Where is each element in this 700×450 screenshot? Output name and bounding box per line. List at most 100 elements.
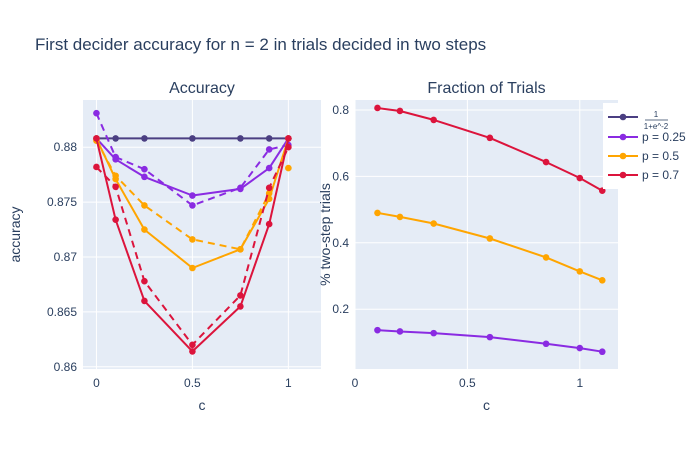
y-tick-label: 0.4 bbox=[332, 236, 349, 250]
data-point bbox=[141, 277, 148, 285]
data-point bbox=[237, 292, 244, 299]
legend-label: p = 0.7 bbox=[642, 168, 679, 182]
legend-swatch-marker bbox=[619, 171, 627, 179]
legend-item-p07[interactable]: p = 0.7 bbox=[608, 168, 679, 182]
y-tick-label: 0.87 bbox=[54, 250, 78, 264]
accuracy-series bbox=[93, 109, 292, 355]
data-point bbox=[374, 209, 381, 217]
data-point bbox=[112, 183, 119, 191]
data-point bbox=[598, 348, 606, 356]
data-point bbox=[374, 326, 381, 334]
data-point bbox=[396, 213, 404, 221]
fraction-panel: 0 0.5 1 0.2 0.4 0.6 0.8 Fraction of Trials c %… bbox=[317, 80, 618, 413]
data-point bbox=[265, 184, 273, 192]
data-point bbox=[486, 333, 494, 341]
fraction-y-axis-title: % two-step trials bbox=[317, 183, 333, 286]
data-point bbox=[93, 163, 100, 171]
data-point bbox=[374, 104, 381, 112]
data-point bbox=[576, 268, 584, 275]
legend-label: p = 0.5 bbox=[642, 149, 679, 163]
data-point bbox=[576, 174, 584, 182]
y-tick-label: 0.88 bbox=[54, 140, 78, 154]
fraction-plot-area bbox=[355, 100, 618, 369]
data-point bbox=[237, 303, 244, 310]
accuracy-tick-labels: 0 0.5 1 0.86 0.865 0.87 0.875 0.88 bbox=[47, 140, 292, 390]
data-point bbox=[598, 187, 606, 194]
y-tick-label: 0.8 bbox=[332, 103, 349, 117]
legend: 1 1+e^-2 p = 0.25 p = 0.5 p = 0.7 bbox=[603, 103, 695, 189]
x-tick-label: 1 bbox=[285, 376, 292, 390]
data-point bbox=[237, 184, 244, 192]
data-point bbox=[542, 340, 550, 348]
data-point bbox=[265, 146, 273, 153]
data-point bbox=[285, 143, 292, 151]
data-point bbox=[112, 172, 119, 180]
legend-item-logistic[interactable]: 1 1+e^-2 bbox=[608, 110, 669, 131]
data-point bbox=[189, 264, 196, 272]
data-point bbox=[542, 254, 550, 261]
data-point bbox=[189, 348, 196, 355]
data-point bbox=[598, 277, 606, 284]
legend-item-p05[interactable]: p = 0.5 bbox=[608, 149, 679, 163]
data-point bbox=[93, 109, 100, 117]
accuracy-panel: 0 0.5 1 0.86 0.865 0.87 0.875 0.88 Accuracy c a… bbox=[7, 80, 321, 413]
accuracy-subplot-title: Accuracy bbox=[169, 80, 235, 97]
y-tick-label: 0.865 bbox=[47, 305, 77, 319]
series-line bbox=[95, 140, 271, 251]
data-point bbox=[189, 192, 196, 199]
x-tick-label: 0 bbox=[352, 376, 359, 390]
x-tick-label: 1 bbox=[576, 376, 583, 390]
y-tick-label: 0.2 bbox=[332, 302, 349, 316]
x-tick-label: 0.5 bbox=[459, 376, 476, 390]
data-point bbox=[141, 135, 148, 142]
data-point bbox=[112, 153, 119, 161]
data-point bbox=[285, 135, 292, 142]
fraction-subplot-title: Fraction of Trials bbox=[427, 80, 545, 97]
data-point bbox=[542, 158, 550, 166]
data-point bbox=[430, 220, 437, 227]
data-point bbox=[265, 164, 273, 172]
legend-fraction-numerator: 1 bbox=[654, 110, 659, 119]
data-point bbox=[112, 216, 119, 223]
y-tick-label: 0.6 bbox=[332, 169, 349, 183]
data-point bbox=[141, 173, 148, 181]
accuracy-x-axis-title: c bbox=[199, 397, 206, 413]
data-point bbox=[486, 134, 494, 142]
data-point bbox=[93, 135, 100, 142]
x-tick-label: 0 bbox=[93, 376, 100, 390]
data-point bbox=[237, 135, 244, 142]
y-tick-label: 0.875 bbox=[47, 195, 77, 209]
fraction-series bbox=[374, 104, 606, 356]
data-point bbox=[265, 220, 273, 228]
data-point bbox=[141, 226, 148, 233]
data-point bbox=[141, 202, 148, 209]
y-tick-label: 0.86 bbox=[54, 360, 78, 374]
data-point bbox=[285, 164, 292, 172]
fraction-x-axis-title: c bbox=[483, 397, 490, 413]
legend-item-p025[interactable]: p = 0.25 bbox=[608, 130, 686, 144]
legend-swatch-marker bbox=[619, 113, 627, 121]
data-point bbox=[430, 329, 437, 337]
data-point bbox=[141, 297, 148, 305]
data-point bbox=[396, 107, 404, 115]
legend-fraction-denominator: 1+e^-2 bbox=[644, 122, 669, 131]
x-tick-label: 0.5 bbox=[184, 376, 201, 390]
accuracy-plot-area bbox=[83, 100, 321, 369]
figure-title: First decider accuracy for n = 2 in tria… bbox=[35, 35, 486, 54]
legend-label: p = 0.25 bbox=[642, 130, 686, 144]
accuracy-y-axis-title: accuracy bbox=[7, 206, 23, 262]
legend-swatch-marker bbox=[619, 133, 627, 141]
data-point bbox=[486, 235, 494, 242]
data-point bbox=[430, 116, 437, 124]
data-point bbox=[141, 165, 148, 173]
data-point bbox=[189, 341, 196, 349]
fraction-tick-labels: 0 0.5 1 0.2 0.4 0.6 0.8 bbox=[332, 103, 583, 390]
data-point bbox=[237, 246, 244, 253]
legend-swatch-marker bbox=[619, 152, 627, 160]
data-point bbox=[189, 202, 196, 209]
data-point bbox=[396, 328, 404, 335]
data-point bbox=[576, 344, 584, 352]
data-point bbox=[189, 236, 196, 243]
data-point bbox=[189, 135, 196, 142]
